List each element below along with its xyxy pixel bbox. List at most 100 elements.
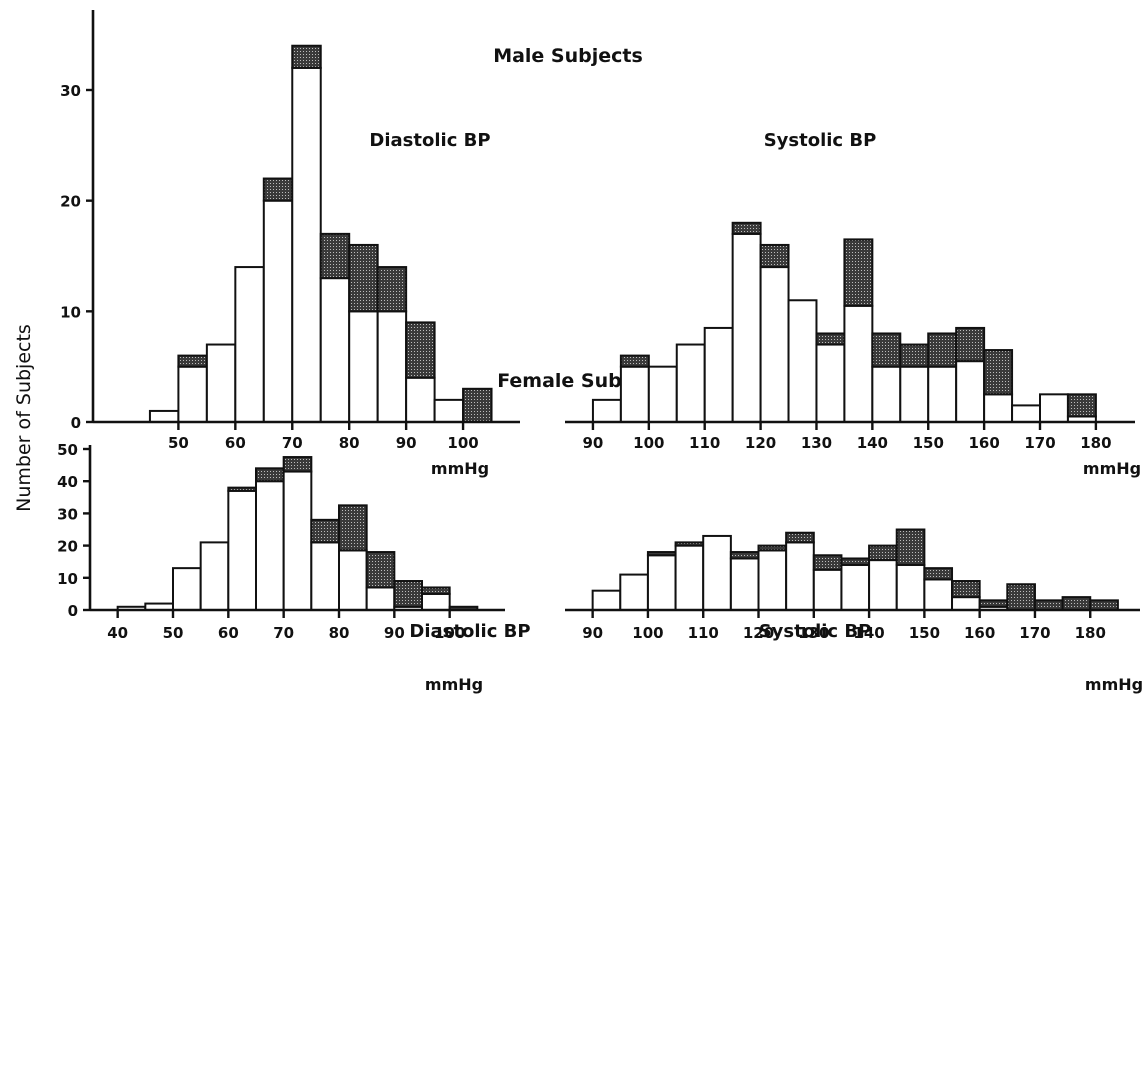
male-diastolic-xunit: mmHg — [431, 459, 489, 478]
male-systolic-bar-130 — [815, 343, 846, 423]
female-diastolic-bar-shaded-60 — [227, 486, 257, 492]
male-systolic-bar-140 — [871, 365, 902, 423]
male-diastolic-x-tick-label: 80 — [339, 434, 360, 452]
male-systolic-bar-shaded-95 — [619, 354, 650, 368]
female-diastolic-bar-75 — [310, 541, 341, 612]
male-diastolic-title: Diastolic BP — [369, 130, 490, 151]
male-systolic-x-tick-label: 170 — [1024, 434, 1055, 452]
male-systolic-x-tick-label: 120 — [745, 434, 776, 452]
male-diastolic-bar-75 — [319, 277, 351, 423]
male-systolic-x-tick-label: 90 — [583, 434, 604, 452]
male-systolic-bar-shaded-115 — [731, 221, 762, 235]
male-diastolic-bar-60 — [234, 266, 265, 424]
male-systolic-bar-150 — [927, 365, 958, 423]
male-diastolic-bar-45 — [148, 409, 180, 423]
male-diastolic-bar-shaded-50 — [177, 354, 208, 368]
female-diastolic-bar-65 — [255, 480, 285, 612]
female-systolic-bar-100 — [646, 554, 677, 612]
female-systolic-bar-shaded-160 — [978, 599, 1009, 608]
female-systolic-bar-shaded-105 — [674, 541, 705, 547]
male-diastolic-x-tick-label: 50 — [168, 434, 189, 452]
male-systolic-bar-shaded-155 — [955, 326, 986, 363]
male-diastolic-x-tick-label: 100 — [447, 434, 478, 452]
female-systolic-bar-shaded-135 — [840, 557, 871, 566]
female-systolic-bar-shaded-115 — [729, 551, 760, 560]
female-diastolic-bar-70 — [282, 470, 313, 612]
female-diastolic-bar-95 — [421, 592, 451, 612]
male-diastolic-bar-shaded-100 — [462, 387, 493, 423]
female-systolic-x-tick-label: 120 — [743, 624, 774, 642]
female-systolic-bar-105 — [674, 544, 705, 611]
female-systolic-x-tick-label: 180 — [1075, 624, 1106, 642]
male-diastolic-bar-shaded-80 — [348, 243, 379, 313]
female-diastolic-bar-shaded-70 — [282, 456, 313, 473]
female-systolic-bar-95 — [619, 573, 649, 612]
female-systolic-xunit: mmHg — [1085, 675, 1143, 694]
male-systolic-bar-105 — [675, 343, 706, 423]
male-systolic-x-tick-label: 100 — [633, 434, 664, 452]
male-systolic-bar-145 — [899, 365, 930, 423]
male-systolic-bar-110 — [703, 326, 734, 423]
male-diastolic-bar-shaded-75 — [319, 232, 351, 280]
female-diastolic-y-tick-label: 40 — [57, 473, 78, 491]
male-diastolic-bar-85 — [376, 310, 408, 424]
male-systolic-title: Systolic BP — [764, 130, 877, 151]
male-systolic-bar-125 — [787, 299, 818, 423]
female-diastolic-y-tick-label: 50 — [57, 441, 78, 459]
male-systolic-bar-160 — [983, 393, 1014, 424]
female-systolic-bar-shaded-145 — [895, 528, 926, 566]
male-systolic-x-tick-label: 110 — [689, 434, 720, 452]
female-systolic-bar-shaded-155 — [951, 580, 981, 599]
female-systolic-bar-shaded-180 — [1089, 599, 1119, 612]
female-systolic-bar-145 — [895, 563, 926, 611]
male-diastolic-bar-shaded-90 — [405, 321, 436, 379]
male-diastolic-y-tick-label: 30 — [60, 82, 81, 100]
group-title-male: Male Subjects — [493, 45, 643, 67]
male-systolic-bar-shaded-130 — [815, 332, 846, 346]
female-systolic-bar-155 — [951, 596, 981, 611]
female-systolic-x-tick-label: 100 — [632, 624, 663, 642]
female-diastolic-y-tick-label: 10 — [57, 570, 78, 588]
male-diastolic-bar-shaded-70 — [291, 44, 322, 69]
female-systolic-x-tick-label: 150 — [909, 624, 940, 642]
female-diastolic-bar-shaded-75 — [310, 518, 341, 544]
male-systolic-x-tick-label: 130 — [801, 434, 832, 452]
male-diastolic-bar-shaded-85 — [376, 266, 408, 313]
female-diastolic-y-tick-label: 20 — [57, 538, 78, 556]
male-systolic-bar-170 — [1039, 393, 1069, 424]
male-systolic-bar-shaded-160 — [983, 349, 1014, 396]
female-diastolic-x-tick-label: 100 — [434, 624, 465, 642]
male-systolic-x-tick-label: 180 — [1080, 434, 1111, 452]
female-systolic-bar-shaded-165 — [1006, 583, 1036, 611]
female-systolic-bar-140 — [868, 559, 898, 612]
male-diastolic-bar-shaded-65 — [262, 177, 294, 202]
male-diastolic-bar-95 — [433, 398, 465, 424]
female-systolic-x-tick-label: 130 — [798, 624, 829, 642]
female-diastolic-bar-shaded-85 — [365, 551, 396, 589]
male-systolic-bar-shaded-135 — [843, 238, 874, 307]
male-diastolic-x-tick-label: 70 — [282, 434, 303, 452]
female-diastolic-bar-55 — [199, 541, 230, 612]
male-systolic-chart: 90 100 110 120 130 140 150 160 170 180 — [565, 221, 1135, 452]
male-diastolic-chart: 50 60 70 80 90 100 0 10 20 30 — [60, 10, 520, 452]
female-systolic-bar-shaded-100 — [646, 551, 677, 557]
female-systolic-bar-125 — [785, 541, 815, 612]
male-diastolic-y-tick-label: 20 — [60, 193, 81, 211]
female-diastolic-x-tick-label: 80 — [329, 624, 350, 642]
male-systolic-bar-100 — [647, 365, 678, 423]
male-systolic-bar-120 — [759, 266, 790, 424]
male-systolic-xunit: mmHg — [1083, 459, 1141, 478]
male-systolic-x-tick-label: 160 — [968, 434, 999, 452]
female-systolic-bar-110 — [702, 534, 732, 611]
female-diastolic-bar-50 — [172, 567, 202, 612]
female-diastolic-y-tick-label: 30 — [57, 505, 78, 523]
female-diastolic-bar-60 — [227, 489, 257, 611]
male-diastolic-bar-65 — [262, 199, 294, 423]
female-diastolic-chart: 40 50 60 70 80 90 100 0 10 20 30 40 50 — [57, 441, 505, 642]
male-systolic-bar-135 — [843, 304, 874, 423]
female-systolic-bar-shaded-130 — [812, 554, 843, 571]
female-diastolic-bar-shaded-90 — [393, 580, 424, 608]
female-diastolic-bar-80 — [338, 549, 368, 611]
